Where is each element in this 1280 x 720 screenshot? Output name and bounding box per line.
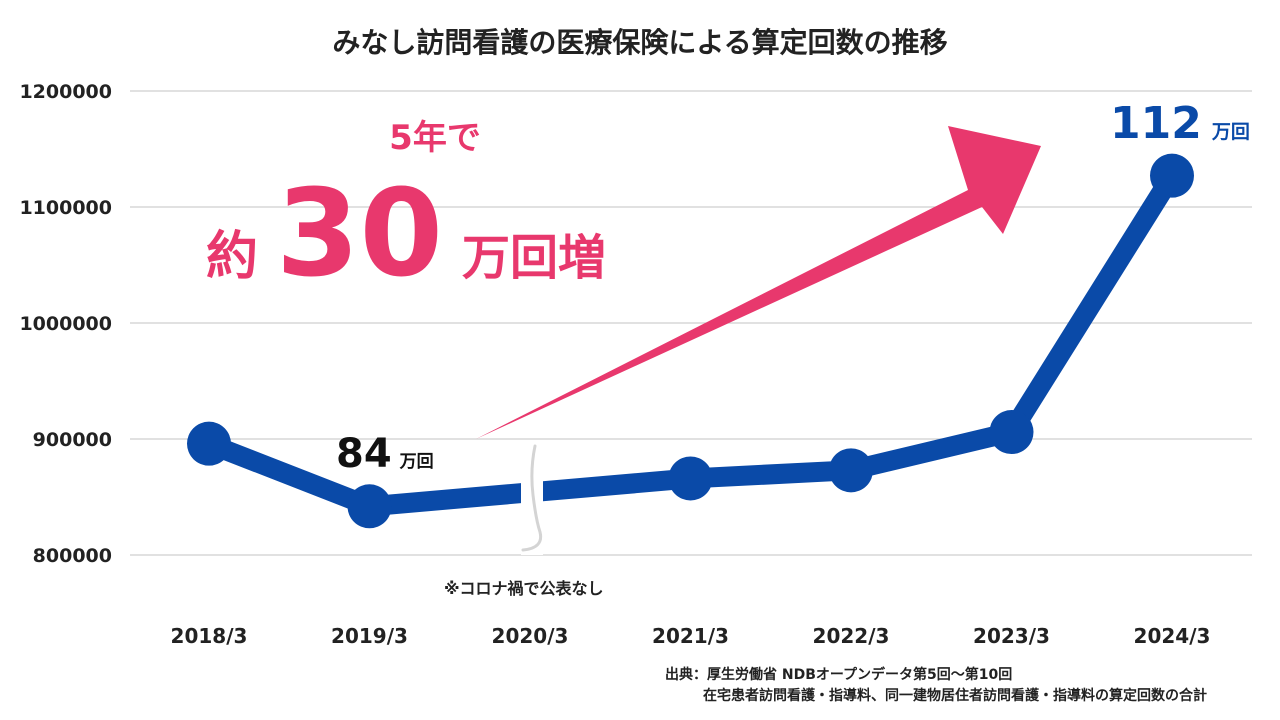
headline-number: 30 [276,165,443,304]
value-label-2024-unit: 万回 [1211,121,1250,143]
y-tick-label: 1000000 [19,313,112,335]
gridlines [130,90,1252,556]
x-tick-label: 2022/3 [813,624,890,648]
value-label-2024-number: 112 [1110,98,1202,149]
data-point-2024/3 [1150,153,1194,198]
missing-data-note: ※コロナ禍で公表なし [444,579,604,598]
data-point-2023/3 [989,410,1034,455]
headline-prefix: 約 [206,227,258,287]
y-axis-ticks: 800000 900000 1000000 1100000 1200000 [19,81,112,567]
x-tick-label: 2024/3 [1134,624,1211,648]
headline-period: 5年で [389,118,481,158]
y-tick-label: 1200000 [19,81,112,103]
x-axis-ticks: 2018/3 2019/3 2020/3 2021/3 2022/3 2023/3 2024… [171,624,1211,648]
x-tick-label: 2020/3 [492,624,569,648]
data-point-2022/3 [829,448,873,493]
source-line-1: 出典：厚生労働省 NDBオープンデータ第5回〜第10回 [665,666,1012,683]
series-points [187,153,1194,529]
headline-suffix: 万回増 [462,230,606,286]
data-point-2019/3 [347,484,392,529]
data-point-2021/3 [668,456,713,501]
growth-arrow [476,126,1041,439]
break-mark [521,444,543,552]
x-tick-label: 2018/3 [171,624,248,648]
value-label-2019-unit: 万回 [399,452,434,472]
y-tick-label: 1100000 [19,197,112,219]
value-label-2019: 84 万回 [336,431,434,477]
x-tick-label: 2021/3 [652,624,729,648]
source-line-2: 在宅患者訪問看護・指導料、同一建物居住者訪問看護・指導料の算定回数の合計 [703,687,1207,704]
value-label-2019-number: 84 [336,431,392,477]
x-tick-label: 2019/3 [331,624,408,648]
chart-title: みなし訪問看護の医療保険による算定回数の推移 [332,26,947,59]
value-label-2024: 112 万回 [1110,98,1250,149]
series-line [199,165,1182,517]
y-tick-label: 800000 [33,545,112,567]
y-tick-label: 900000 [33,429,112,451]
data-point-2018/3 [187,421,231,466]
series-path [199,165,1182,517]
x-tick-label: 2023/3 [973,624,1050,648]
